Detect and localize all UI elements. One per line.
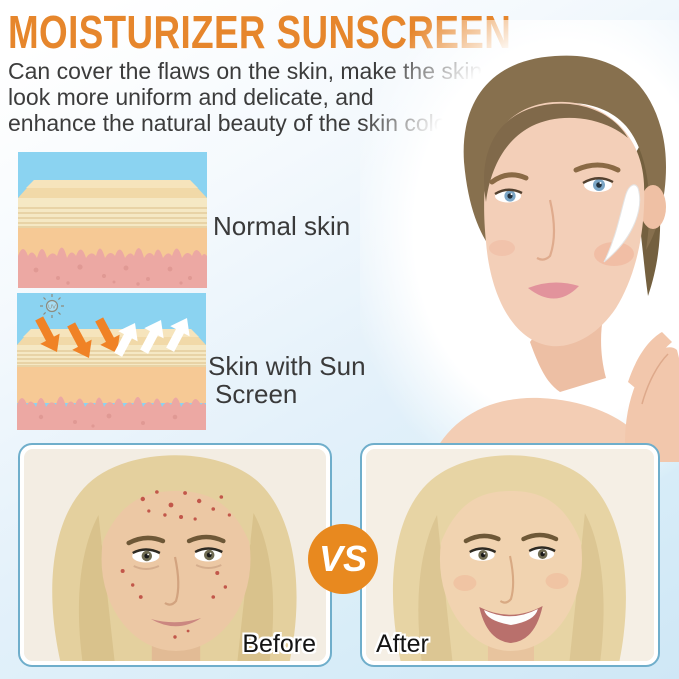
up-right-arrows-icon [114, 318, 190, 357]
before-photo-frame: Before [18, 443, 332, 667]
uv-sun-icon: UV [40, 294, 64, 318]
nose [536, 199, 556, 261]
sunscreen-skin-diagram: UV [17, 293, 206, 430]
before-photo: Before [24, 449, 326, 661]
after-face-illustration [366, 449, 654, 661]
acne-spots [120, 490, 231, 639]
lips [528, 282, 579, 299]
uv-label: UV [48, 305, 56, 311]
sunscreen-skin-label: Skin with Sun Screen [208, 352, 366, 408]
model-photo [390, 52, 679, 462]
description-line-2: look more uniform and delicate, and [8, 84, 374, 110]
after-label: After [376, 630, 429, 658]
before-label: Before [242, 630, 316, 658]
normal-skin-illustration [18, 152, 207, 288]
cream-swoosh-icon [603, 184, 641, 263]
after-photo-frame: After [360, 443, 660, 667]
before-face-illustration [24, 449, 326, 661]
normal-skin-diagram [18, 152, 207, 288]
left-eyebrow [489, 172, 529, 185]
hand [624, 347, 679, 462]
after-eyes [469, 546, 556, 561]
down-right-arrows-icon [35, 316, 120, 358]
right-eye [582, 177, 614, 192]
model-face-illustration [430, 55, 679, 462]
sunscreen-skin-label-line-1: Skin with Sun [208, 351, 366, 381]
smile-mouth [479, 606, 543, 643]
after-photo: After [366, 449, 654, 661]
left-eye [494, 188, 523, 203]
vs-label: VS [318, 538, 368, 579]
right-eyebrow [573, 162, 621, 173]
normal-skin-label: Normal skin [213, 211, 351, 241]
sunscreen-skin-label-line-2: Screen [215, 379, 298, 409]
vs-badge: VS [308, 524, 378, 594]
before-eyes [132, 547, 223, 563]
sunscreen-skin-illustration: UV [17, 293, 206, 430]
